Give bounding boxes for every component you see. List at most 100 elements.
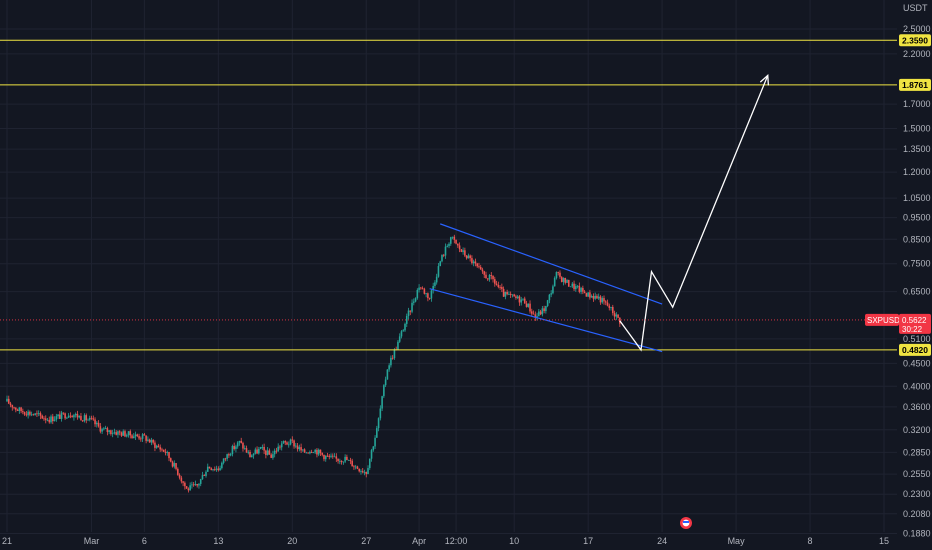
candle-up [472, 259, 475, 267]
candle-body [400, 331, 403, 337]
candle-body [552, 286, 554, 294]
candle-down [242, 441, 244, 452]
candle-body [50, 416, 52, 423]
candle-body [583, 291, 586, 294]
x-tick-label: 17 [583, 536, 593, 546]
candle-down [129, 429, 132, 439]
candle-body [420, 287, 422, 289]
candle-up [30, 411, 33, 417]
candle-body [282, 441, 285, 444]
candle-up [289, 438, 292, 446]
candle-up [280, 440, 283, 451]
level-price-badge [899, 78, 931, 91]
candle-up [520, 296, 523, 306]
candle-down [275, 447, 278, 454]
candle-body [242, 442, 244, 449]
candle-down [182, 481, 184, 487]
candle-up [219, 465, 221, 471]
candle-up [324, 455, 327, 462]
candle-up [287, 441, 290, 448]
candle-body [268, 450, 271, 455]
candle-down [606, 299, 609, 307]
candle-body [458, 245, 461, 250]
candle-down [603, 295, 605, 305]
candle-down [203, 474, 206, 476]
candle-body [538, 311, 540, 317]
candle-up [67, 413, 70, 419]
candle-up [117, 430, 119, 438]
candle-down [455, 239, 457, 245]
candle-down [423, 287, 426, 295]
candle-body [236, 442, 239, 447]
candle-body [51, 416, 54, 422]
candle-up [127, 431, 130, 438]
candle-up [546, 299, 549, 308]
candle-body [182, 481, 184, 483]
candle-up [222, 458, 225, 465]
candle-body [57, 414, 59, 417]
candle-up [397, 340, 399, 350]
candle-up [113, 428, 116, 435]
candle-body [590, 296, 593, 298]
x-tick-label: Mar [84, 536, 100, 546]
candle-body [67, 415, 70, 418]
candle-body [465, 255, 468, 259]
candle-body [44, 418, 47, 420]
candle-up [60, 410, 63, 422]
candle-up [205, 470, 207, 478]
candle-body [393, 349, 396, 359]
candle-body [152, 439, 154, 443]
candle-down [476, 262, 478, 268]
candle-body [474, 261, 477, 264]
candle-body [178, 474, 181, 478]
candle-body [397, 341, 399, 350]
candle-body [104, 428, 107, 429]
candle-up [261, 444, 264, 450]
candle-body [324, 455, 327, 460]
candle-body [97, 422, 100, 427]
candle-down [140, 436, 142, 442]
candle-body [527, 303, 530, 307]
candle-down [136, 433, 139, 438]
candle-up [439, 260, 442, 267]
candle-down [611, 304, 614, 316]
candle-down [187, 487, 190, 493]
candle-body [29, 411, 31, 415]
candle-down [291, 436, 294, 444]
candle-up [368, 458, 371, 470]
candle-up [411, 299, 413, 314]
candle-body [25, 414, 28, 416]
candle-down [43, 416, 45, 421]
candle-body [421, 288, 424, 289]
candle-body [446, 245, 449, 247]
candle-body [360, 471, 362, 472]
candle-body [222, 458, 225, 463]
candle-up [189, 482, 191, 491]
candle-body [9, 403, 12, 406]
candle-down [270, 453, 272, 459]
candle-body [13, 407, 15, 409]
candle-body [587, 292, 589, 297]
candle-up [238, 440, 241, 446]
candle-body [460, 249, 463, 252]
candle-body [578, 285, 581, 292]
candle-up [272, 450, 274, 460]
candle-body [74, 413, 77, 416]
events-icon[interactable] [680, 517, 692, 529]
candle-body [252, 453, 255, 456]
candle-up [449, 236, 452, 246]
candle-up [50, 414, 52, 424]
candle-body [175, 463, 177, 469]
candle-up [252, 453, 255, 459]
candle-up [522, 298, 524, 302]
candle-body [162, 449, 165, 452]
candle-body [217, 468, 220, 471]
candle-body [53, 419, 56, 422]
candle-body [428, 298, 431, 299]
candle-down [148, 438, 151, 443]
candle-up [333, 453, 336, 458]
candle-up [386, 369, 389, 380]
candle-up [390, 355, 392, 368]
candle-body [339, 460, 341, 462]
